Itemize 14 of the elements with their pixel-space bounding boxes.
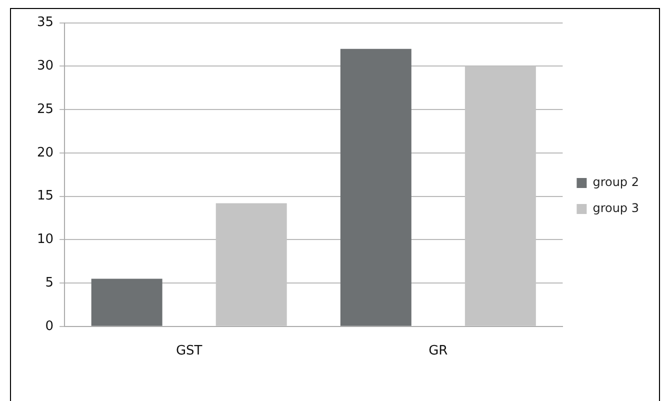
y-tick-label: 5 [45,275,54,290]
y-tick-label: 35 [36,15,54,30]
legend-label: group 3 [592,201,640,216]
bar [340,48,412,326]
y-tick-label: 25 [36,102,54,117]
x-tick-label: GST [176,344,202,359]
y-tick-label: 20 [36,145,54,160]
x-tick-label: GR [428,344,448,359]
y-tick-label: 30 [36,58,54,74]
bar [91,278,162,326]
y-tick-label: 15 [36,188,54,204]
legend-label: group 2 [592,175,640,190]
y-tick-label: 10 [36,232,54,248]
y-tick-label: 0 [45,318,54,334]
